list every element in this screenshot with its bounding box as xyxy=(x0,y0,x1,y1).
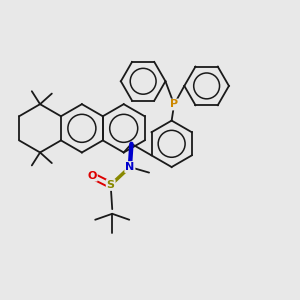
Text: S: S xyxy=(107,180,115,190)
Text: O: O xyxy=(87,171,97,181)
Text: P: P xyxy=(170,100,178,110)
Text: N: N xyxy=(125,162,134,172)
